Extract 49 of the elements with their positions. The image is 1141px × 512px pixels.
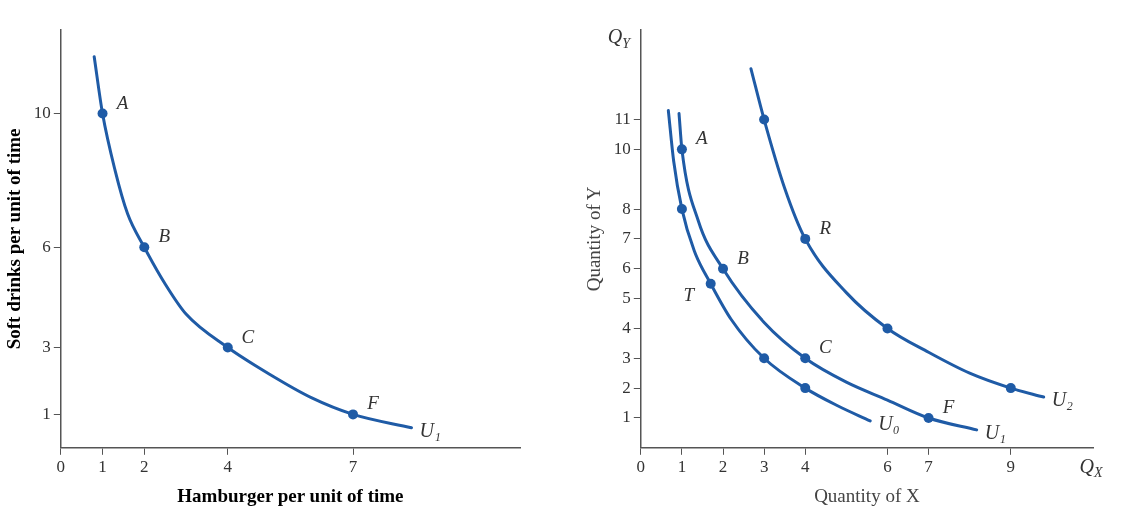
annotation: B [158,225,171,247]
y-tick-label: 8 [622,198,631,218]
y-tick-label: 10 [33,103,51,123]
y-tick-label: 1 [42,403,51,423]
x-tick-label: 0 [56,457,66,477]
annotation: C [818,336,832,358]
y-tick-label: 7 [622,228,632,248]
y-tick-label: 3 [42,337,51,356]
y-tick-label: 4 [622,317,632,337]
series-label: U₀ [878,412,900,435]
series-label: U₂ [1051,388,1074,411]
y-tick-label: 3 [622,347,631,367]
x-tick-label: 9 [1006,457,1016,477]
y-tick-label: 5 [622,288,631,308]
y-tick-label: 1 [622,407,631,427]
annotation: T [683,283,696,305]
y-tick-label: 6 [42,236,51,256]
y-tick-label: 2 [622,377,631,397]
x-tick-label: 0 [636,457,646,477]
series-label: U₁ [419,419,441,441]
annotation: C [241,325,255,347]
line-series [92,55,413,430]
x-tick-label: 4 [223,457,233,477]
x-tick-label: 7 [924,457,934,477]
y-tick-label: 6 [622,258,631,278]
x-tick-label: 2 [718,457,728,477]
y-axis-title: Soft drinks per unit of time [3,128,25,350]
y-tick-label: 11 [614,109,631,128]
annotation: A [694,127,709,149]
x-axis-title: Quantity of X [814,484,920,506]
line-series [666,109,872,423]
x-tick-label: 6 [883,457,892,477]
series-label: U₁ [984,421,1007,444]
x-tick-label: 7 [348,457,358,477]
annotation: F [366,392,380,414]
x-tick-label: 2 [140,457,149,477]
x-tick-label: 4 [800,457,810,477]
y-tick-label: 10 [613,138,631,158]
y-axis-title: Quantity of Y [583,186,605,292]
x-tick-label: 1 [677,457,687,477]
x-tick-label: 1 [98,457,107,477]
annotation: B [737,246,750,268]
annotation: R [818,216,832,238]
x-tick-label: 3 [759,457,769,477]
line-series [677,112,979,432]
annotation: F [941,395,955,417]
x-axis-title: Hamburger per unit of time [177,484,404,506]
annotation: A [114,91,129,113]
line-series [749,67,1046,399]
